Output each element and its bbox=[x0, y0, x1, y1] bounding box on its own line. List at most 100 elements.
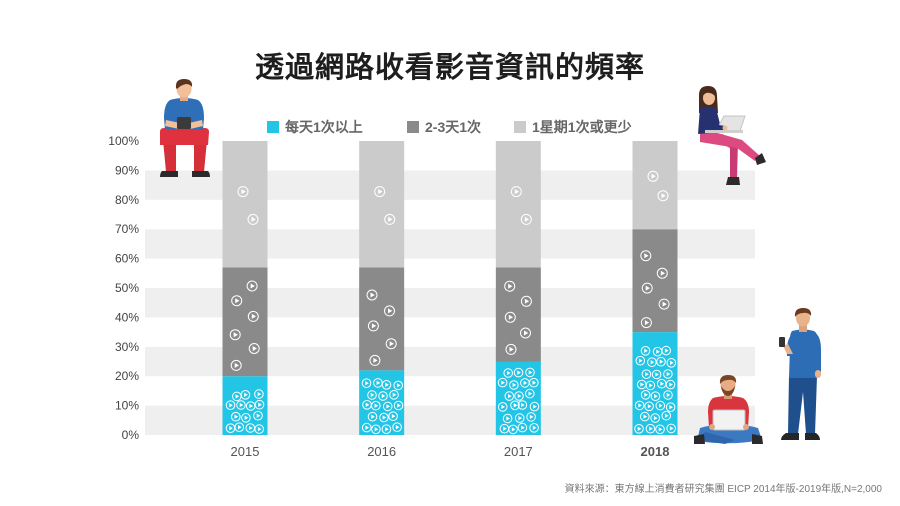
play-icon bbox=[381, 424, 392, 435]
plot-area: 0% 10% 20% 30% 40% 50% 60% 70% 80% 90% 100% 2015 201… bbox=[108, 134, 755, 459]
play-icon bbox=[361, 422, 372, 433]
play-icon bbox=[640, 317, 652, 329]
legend-label: 每天1次以上 bbox=[285, 119, 363, 135]
play-icon bbox=[497, 402, 508, 412]
bar-segment-2017-series-3 bbox=[495, 141, 541, 268]
legend-label: 2-3天1次 bbox=[425, 119, 482, 135]
bar-stack-2015 bbox=[222, 141, 268, 435]
play-icon bbox=[663, 390, 673, 400]
play-icon bbox=[651, 369, 662, 380]
play-icon bbox=[665, 379, 676, 390]
play-icon bbox=[514, 413, 525, 423]
x-tick-label-2018: 2018 bbox=[641, 444, 670, 459]
y-tick-label: 70% bbox=[115, 222, 139, 236]
play-icon bbox=[393, 380, 404, 391]
play-icon bbox=[528, 377, 539, 388]
play-icon bbox=[385, 338, 397, 350]
play-icon bbox=[655, 400, 666, 411]
legend-swatch bbox=[407, 121, 419, 133]
play-icon bbox=[644, 401, 654, 412]
legend-item-series-2: 2-3天1次 bbox=[407, 118, 481, 136]
play-icon bbox=[520, 327, 531, 339]
play-icon bbox=[666, 357, 677, 368]
play-icon bbox=[254, 389, 264, 399]
play-icon bbox=[378, 391, 388, 401]
play-icon bbox=[254, 399, 265, 410]
play-icon bbox=[234, 422, 245, 433]
play-icon bbox=[650, 413, 661, 423]
play-icon bbox=[248, 343, 260, 354]
x-tick-label-2017: 2017 bbox=[504, 444, 533, 459]
play-icon bbox=[225, 400, 236, 411]
bar-segment-2018-series-2 bbox=[632, 229, 678, 333]
play-icon bbox=[503, 368, 514, 378]
play-icon bbox=[229, 329, 241, 341]
play-icon bbox=[529, 401, 540, 412]
play-icon bbox=[639, 411, 650, 422]
play-icon bbox=[658, 298, 670, 310]
bar-icons-2017-series-1 bbox=[497, 367, 540, 435]
y-tick-label: 90% bbox=[115, 163, 139, 177]
play-icon bbox=[388, 411, 398, 422]
play-icon bbox=[640, 389, 651, 400]
play-icon bbox=[231, 411, 241, 422]
play-icon bbox=[370, 400, 381, 411]
play-icon bbox=[504, 391, 515, 401]
play-icon bbox=[634, 423, 644, 434]
play-icon bbox=[641, 282, 653, 294]
play-icon bbox=[505, 343, 517, 355]
play-icon bbox=[367, 390, 377, 400]
play-icon bbox=[253, 410, 263, 421]
play-icon bbox=[236, 400, 246, 410]
play-icon bbox=[509, 380, 519, 390]
person-sitting-with-phone-illustration bbox=[160, 79, 210, 177]
bar-stack-2018 bbox=[632, 141, 678, 435]
play-icon bbox=[510, 400, 520, 411]
source-note: 資料來源：東方線上消費者研究集團 EICP 2014年版-2019年版,N=2,… bbox=[564, 484, 882, 495]
play-icon bbox=[231, 295, 243, 307]
play-icon bbox=[520, 213, 532, 225]
man-sitting-with-laptop-illustration bbox=[694, 375, 763, 444]
play-icon bbox=[517, 400, 528, 410]
play-icon bbox=[635, 355, 646, 366]
play-icon bbox=[374, 186, 386, 198]
play-icon bbox=[393, 400, 404, 411]
play-icon bbox=[367, 320, 379, 332]
bar-segment-2017-series-2 bbox=[495, 267, 541, 362]
x-tick-label-2015: 2015 bbox=[231, 444, 260, 459]
play-icon bbox=[504, 311, 516, 323]
y-tick-label: 0% bbox=[122, 428, 140, 442]
bar-icons-2015-series-1 bbox=[225, 389, 265, 434]
play-icon bbox=[656, 356, 666, 367]
play-icon bbox=[529, 422, 539, 433]
play-icon bbox=[382, 401, 393, 412]
play-icon bbox=[640, 250, 652, 262]
play-icon bbox=[371, 424, 381, 435]
play-icon bbox=[666, 423, 677, 434]
play-icon bbox=[645, 380, 656, 391]
play-icon bbox=[645, 423, 656, 434]
bar-icons-2017-series-3 bbox=[510, 186, 532, 225]
play-icon bbox=[241, 412, 251, 423]
play-icon bbox=[247, 213, 259, 225]
play-icon bbox=[525, 367, 535, 378]
play-icon bbox=[634, 400, 645, 411]
y-tick-label: 50% bbox=[115, 281, 139, 295]
bar-icons-2018-series-2 bbox=[640, 250, 670, 329]
play-icon bbox=[526, 412, 536, 422]
play-icon bbox=[502, 413, 513, 424]
play-icon bbox=[504, 280, 516, 292]
play-icon bbox=[647, 170, 659, 182]
play-icon bbox=[650, 391, 661, 402]
bar-segment-2016-series-2 bbox=[359, 267, 405, 371]
play-icon bbox=[524, 388, 535, 399]
play-icon bbox=[656, 267, 668, 279]
play-icon bbox=[254, 424, 265, 434]
bar-stack-2017 bbox=[495, 141, 541, 435]
bar-icons-2018-series-3 bbox=[647, 170, 669, 202]
play-icon bbox=[384, 213, 396, 225]
y-tick-label: 10% bbox=[115, 399, 139, 413]
play-icon bbox=[661, 410, 672, 421]
play-icon bbox=[655, 424, 665, 435]
